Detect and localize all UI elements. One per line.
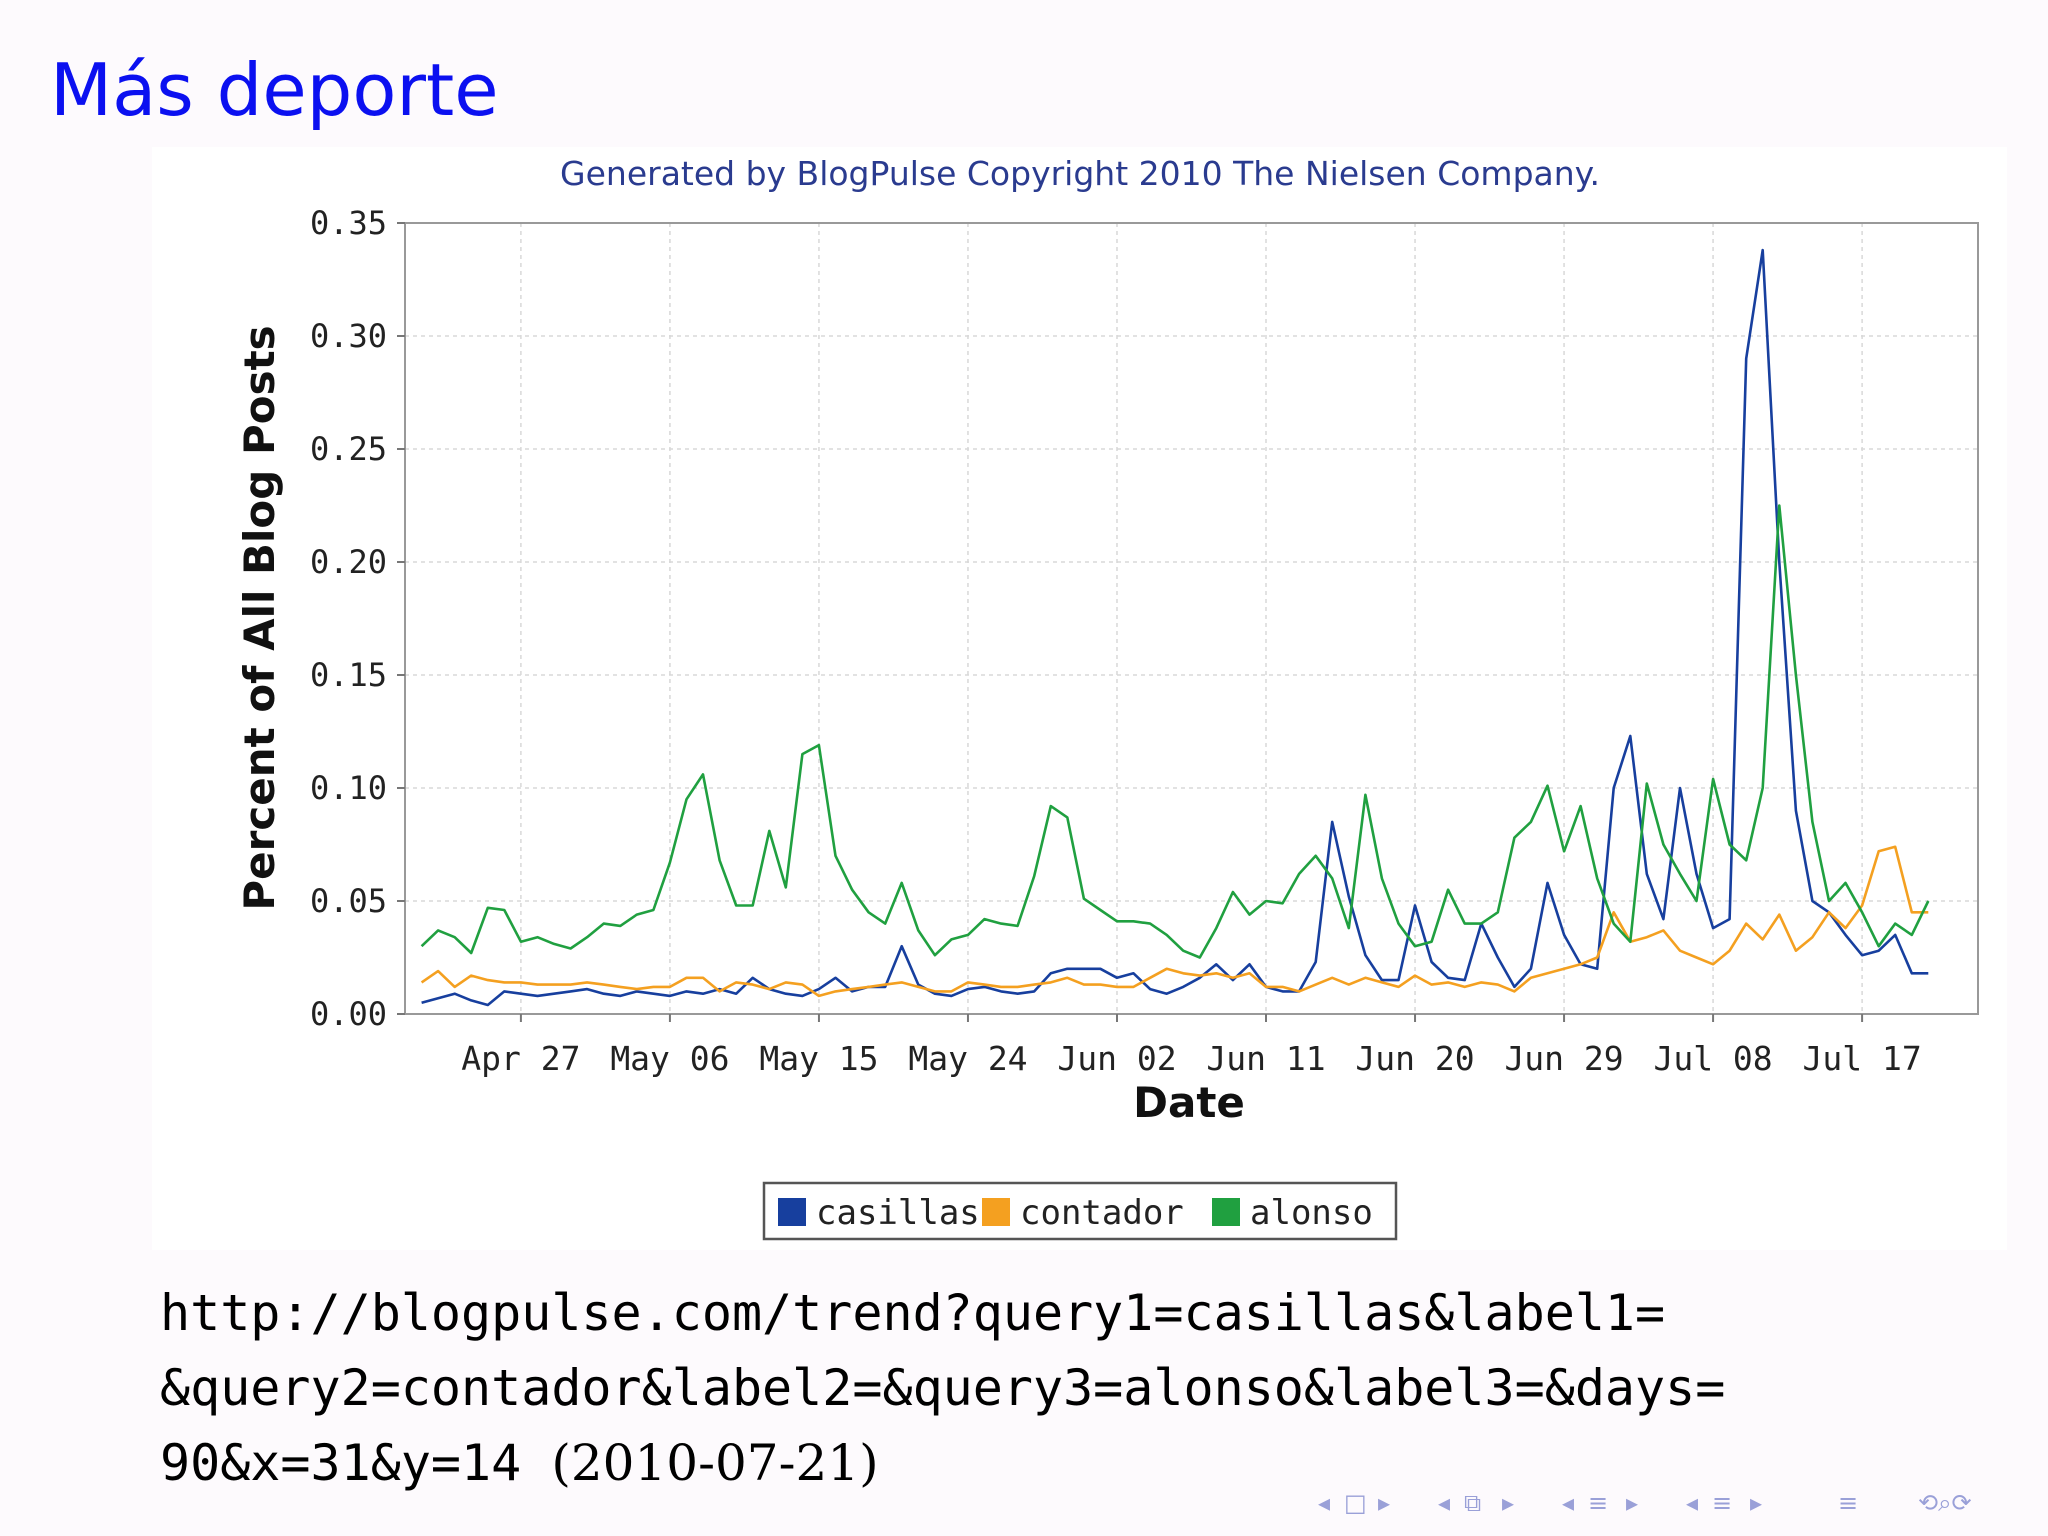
x-tick-label: Jun 11	[1206, 1039, 1325, 1078]
nav-left-icon[interactable]: ◂	[1562, 1489, 1575, 1517]
legend-swatch-alonso	[1212, 1198, 1240, 1226]
legend-swatch-contador	[982, 1198, 1010, 1226]
url-line-3: 90&x=31&y=14 (2010-07-21)	[160, 1426, 1960, 1501]
y-axis-label: Percent of All Blog Posts	[235, 325, 284, 910]
date-note: (2010-07-21)	[551, 1434, 879, 1492]
list-icon[interactable]: ≡	[1712, 1489, 1733, 1517]
x-tick-label: Jul 08	[1653, 1039, 1772, 1078]
list-icon[interactable]: ≡	[1838, 1489, 1859, 1517]
x-tick-label: Jun 20	[1355, 1039, 1474, 1078]
nav-right-icon[interactable]: ▸	[1626, 1489, 1639, 1517]
x-tick-label: May 24	[908, 1039, 1027, 1078]
chart-title: Generated by BlogPulse Copyright 2010 Th…	[560, 154, 1600, 193]
legend-swatch-casillas	[778, 1198, 806, 1226]
y-tick-label: 0.20	[310, 543, 387, 581]
y-tick-label: 0.25	[310, 430, 387, 468]
legend-label-casillas: casillas	[816, 1193, 980, 1233]
search-icon[interactable]: ⟲⌕⟳	[1918, 1489, 1972, 1517]
y-tick-label: 0.15	[310, 656, 387, 694]
section-icon[interactable]: ⧉	[1464, 1489, 1482, 1517]
legend: casillas contador alonso	[762, 1181, 1398, 1241]
y-tick-label: 0.35	[310, 204, 387, 242]
y-tick-label: 0.10	[310, 769, 387, 807]
plot-area-border	[404, 222, 1979, 1015]
nav-left-icon[interactable]: ◂	[1318, 1489, 1331, 1517]
x-tick-label: Jun 02	[1057, 1039, 1176, 1078]
nav-left-icon[interactable]: ◂	[1686, 1489, 1699, 1517]
x-tick-label: Apr 27	[461, 1039, 580, 1078]
legend-box	[762, 1181, 1398, 1241]
nav-right-icon[interactable]: ▸	[1502, 1489, 1515, 1517]
series-line-alonso	[420, 504, 1930, 959]
y-tick-label: 0.05	[310, 882, 387, 920]
x-tick-label: Jun 29	[1504, 1039, 1623, 1078]
url-line-2: &query2=contador&label2=&query3=alonso&l…	[160, 1359, 1726, 1417]
url-line-3-text: 90&x=31&y=14	[160, 1434, 522, 1492]
beamer-navigation: ◂ □ ▸ ◂ ⧉ ▸ ◂ ≡ ▸ ◂ ≡ ▸ ≡ ⟲⌕⟳	[1318, 1489, 2028, 1525]
axis-layer: 0.00 0.05 0.10 0.15 0.20 0.25 0.30 0.35 Apr 27 Ma…	[310, 204, 1922, 1078]
legend-label-alonso: alonso	[1250, 1193, 1373, 1233]
series-line-contador	[420, 845, 1929, 998]
slide-title: Más deporte	[50, 48, 499, 132]
subsection-icon[interactable]: ≡	[1588, 1489, 1609, 1517]
nav-right-icon[interactable]: ▸	[1378, 1489, 1391, 1517]
series-layer	[420, 248, 1930, 1007]
legend-label-contador: contador	[1020, 1193, 1184, 1233]
x-tick-label: May 15	[759, 1039, 878, 1078]
nav-right-icon[interactable]: ▸	[1750, 1489, 1763, 1517]
source-url: http://blogpulse.com/trend?query1=casill…	[160, 1276, 1960, 1501]
grid-layer	[405, 222, 1978, 1015]
frame-icon[interactable]: □	[1344, 1489, 1367, 1517]
chart-svg: Generated by BlogPulse Copyright 2010 Th…	[235, 154, 1979, 1241]
y-tick-label: 0.30	[310, 317, 387, 355]
x-tick-label: Jul 17	[1802, 1039, 1921, 1078]
x-tick-label: May 06	[610, 1039, 729, 1078]
y-tick-label: 0.00	[310, 995, 387, 1033]
series-line-casillas	[421, 248, 1929, 1007]
url-line-1: http://blogpulse.com/trend?query1=casill…	[160, 1284, 1666, 1342]
chart-panel: Generated by BlogPulse Copyright 2010 Th…	[152, 147, 2007, 1250]
nav-left-icon[interactable]: ◂	[1438, 1489, 1451, 1517]
x-axis-label: Date	[1133, 1078, 1245, 1127]
